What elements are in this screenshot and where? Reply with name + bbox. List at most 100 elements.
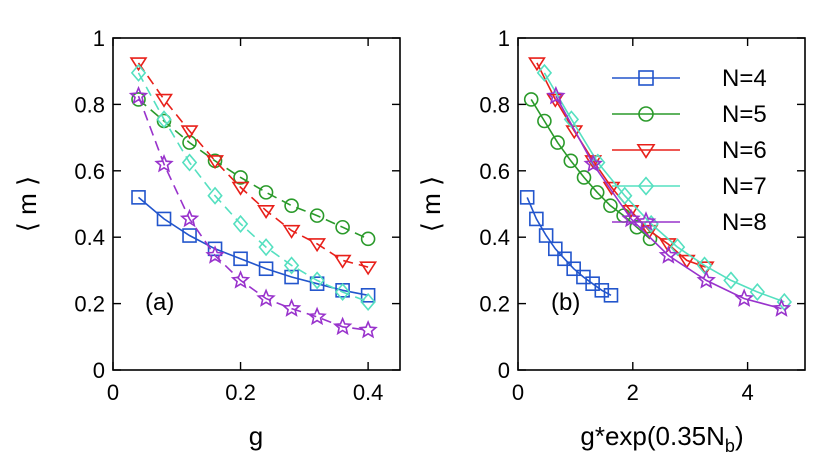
panel-a-point-n6 xyxy=(180,125,199,140)
panel-b-xtick-label: 0 xyxy=(512,380,524,405)
panel-a-ytick-label: 0.6 xyxy=(74,159,105,184)
panel-b: 0 2 4 0 0.2 0.4 0.6 0.8 1 (b) g*exp(0.35Nb) ⟨ m … xyxy=(416,26,806,456)
panel-a-point-n8 xyxy=(358,319,378,339)
panel-a-point-n6 xyxy=(129,57,148,72)
panel-b-point-n4 xyxy=(519,190,535,205)
panel-b-ticks: 0 2 4 0 0.2 0.4 0.6 0.8 1 xyxy=(479,26,805,405)
panel-a-ytick-label: 0.2 xyxy=(74,292,105,317)
panel-b-point-n6 xyxy=(565,125,584,140)
panel-b-xlabel: g*exp(0.35Nb) xyxy=(580,421,743,456)
panel-b-point-n5 xyxy=(642,231,658,247)
panel-b-point-n7 xyxy=(749,282,766,302)
panel-a-point-n4 xyxy=(309,276,325,291)
legend-marker-n6 xyxy=(636,143,656,159)
panel-b-point-n7 xyxy=(617,186,633,205)
panel-a-point-n8 xyxy=(307,306,327,326)
panel-a-point-n7 xyxy=(258,238,274,257)
panel-a-point-n6 xyxy=(155,93,173,108)
panel-a-series-line-n7 xyxy=(137,72,369,303)
panel-b-series-line-n7 xyxy=(543,72,785,303)
panel-a-point-n4 xyxy=(258,261,274,277)
panel-a-point-n6 xyxy=(206,155,224,170)
panel-a-point-n6 xyxy=(333,254,352,269)
legend-label-n4: N=4 xyxy=(722,65,767,92)
panel-b-point-n6 xyxy=(640,224,659,239)
panel-a-series xyxy=(128,57,378,339)
panel-a-point-n8 xyxy=(256,288,276,307)
panel-a-point-n7 xyxy=(181,153,198,172)
panel-b-xtick-label: 4 xyxy=(741,380,753,405)
panel-b-point-n8 xyxy=(546,85,566,105)
legend-marker-n7 xyxy=(637,176,655,196)
panel-b-point-n6 xyxy=(528,57,546,72)
panel-a-point-n8 xyxy=(230,270,251,289)
panel-a-point-n8 xyxy=(281,298,302,317)
legend-label-n6: N=6 xyxy=(722,137,767,164)
panel-a-point-n6 xyxy=(308,238,327,253)
panel-a-point-n6 xyxy=(282,224,301,239)
panel-b-ytick-label: 0.2 xyxy=(479,292,510,317)
panel-b-point-n5 xyxy=(603,198,618,213)
panel-b-label: (b) xyxy=(551,289,580,316)
panel-a-point-n5 xyxy=(182,135,197,150)
panel-a-series-line-n8 xyxy=(137,95,369,331)
panel-b-point-n7 xyxy=(536,63,553,82)
panel-b-ylabel: ⟨ m ⟩ xyxy=(416,176,446,232)
panel-a-point-n6 xyxy=(231,181,250,196)
panel-a-frame xyxy=(112,37,401,371)
panel-a-point-n7 xyxy=(130,63,147,82)
panel-b-point-n5 xyxy=(576,170,592,185)
panel-a-series-line-n5 xyxy=(137,98,369,240)
panel-a-ytick-label: 1 xyxy=(93,26,105,51)
panel-b-point-n8 xyxy=(771,298,792,317)
panel-b-point-n5 xyxy=(550,135,565,150)
panel-b-frame xyxy=(517,37,806,371)
panel-a-point-n7 xyxy=(309,271,325,290)
panel-b-point-n5 xyxy=(589,185,605,200)
panel-a-point-n4 xyxy=(182,228,197,243)
panel-a-point-n7 xyxy=(334,282,351,302)
panel-a-point-n5 xyxy=(309,208,325,223)
panel-b-point-n5 xyxy=(537,113,552,129)
panel-b-point-n4 xyxy=(529,211,544,227)
panel-b-point-n7 xyxy=(723,271,739,290)
panel-a-point-n7 xyxy=(232,214,249,233)
panel-a-point-n7 xyxy=(207,186,223,205)
panel-a-point-n8 xyxy=(179,208,200,228)
panel-b-ytick-label: 0.4 xyxy=(479,225,510,250)
panel-b-series-line-n4 xyxy=(526,197,612,297)
panel-b-ytick-label: 0 xyxy=(498,358,510,383)
panel-b-point-n4 xyxy=(594,283,610,298)
panel-a-series-line-n4 xyxy=(137,196,369,297)
panel-b-point-n6 xyxy=(602,181,621,196)
panel-b-point-n8 xyxy=(696,270,716,289)
panel-a-point-n4 xyxy=(131,190,146,205)
legend-marker-n8 xyxy=(635,211,657,231)
legend-marker-n4 xyxy=(638,70,654,86)
panel-b-ytick-label: 0.6 xyxy=(479,159,510,184)
panel-b-point-n4 xyxy=(548,241,563,257)
panel-b-xlabel-sub: b xyxy=(725,436,735,456)
panel-b-point-n7 xyxy=(669,238,686,257)
legend-marker-n5 xyxy=(638,106,654,122)
panel-a-xtick-label: 0 xyxy=(107,380,119,405)
panel-a-point-n4 xyxy=(156,211,172,227)
panel-a-point-n5 xyxy=(258,185,274,200)
panel-a-ticks: 0 0.2 0.4 0 0.2 0.4 0.6 0.8 1 xyxy=(74,26,400,405)
panel-b-xtick-label: 2 xyxy=(627,380,639,405)
panel-b-point-n4 xyxy=(557,251,572,267)
panel-b-point-n8 xyxy=(658,245,679,264)
panel-a-point-n7 xyxy=(360,292,376,311)
panel-a-point-n7 xyxy=(283,256,300,275)
panel-a-point-n5 xyxy=(284,198,299,213)
panel-b-point-n8 xyxy=(734,288,754,307)
panel-a-point-n8 xyxy=(332,316,353,336)
panel-a-point-n4 xyxy=(284,269,299,285)
panel-a-ytick-label: 0 xyxy=(93,358,105,383)
legend-label-n8: N=8 xyxy=(722,209,767,236)
panel-a-series-line-n6 xyxy=(137,62,369,268)
panel-a-point-n6 xyxy=(359,261,378,276)
panel-a-point-n4 xyxy=(233,251,248,267)
panel-a-point-n4 xyxy=(360,287,376,303)
panel-a-point-n7 xyxy=(156,110,172,129)
